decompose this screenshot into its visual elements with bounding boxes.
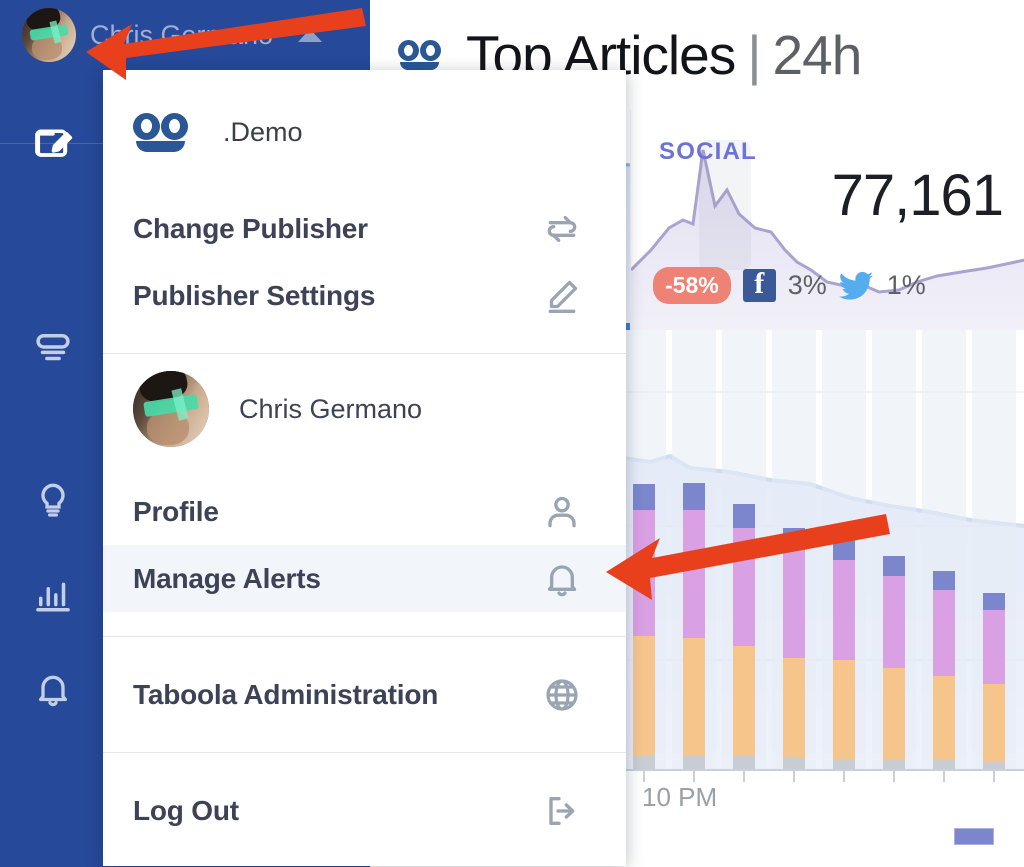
menu-brand-row: .Demo [103, 70, 626, 195]
account-dropdown-menu[interactable]: .Demo Change Publisher Publisher Setting… [103, 70, 626, 866]
sidebar-item-alerts[interactable] [0, 644, 105, 739]
x-tick-2: 10 PM [642, 782, 718, 812]
menu-item-log-out[interactable]: Log Out [103, 777, 626, 844]
menu-item-label: Manage Alerts [133, 562, 321, 594]
feed-icon [32, 327, 74, 374]
sidebar-item-insights[interactable] [0, 455, 105, 549]
taboola-logo-icon [398, 40, 444, 70]
logout-icon [542, 791, 582, 831]
menu-item-label: Change Publisher [133, 212, 368, 244]
twitter-pct-value: 1% [886, 270, 926, 300]
menu-item-publisher-settings[interactable]: Publisher Settings [103, 262, 626, 329]
social-card-value: 77,161 [831, 163, 1004, 228]
menu-item-change-publisher[interactable]: Change Publisher [103, 195, 626, 262]
sidebar-item-analytics[interactable] [0, 549, 105, 644]
sidebar-divider [0, 143, 105, 144]
avatar[interactable] [133, 371, 209, 447]
taboola-logo-icon [133, 112, 189, 153]
bar-chart-icon [32, 573, 74, 620]
sidebar-item-feed[interactable] [0, 245, 105, 455]
social-card-footer: -58% 3% 1% [653, 267, 926, 304]
sidebar-user-name: Chris Germano [90, 19, 274, 50]
time-range-label: 24h [772, 24, 863, 86]
menu-divider [103, 353, 626, 354]
social-card[interactable]: SOCIAL 77,161 -58% 3% 1% [631, 110, 1024, 330]
menu-profile-name: Chris Germano [239, 393, 423, 424]
sidebar-icon-list [0, 70, 105, 739]
social-card-label: SOCIAL [659, 138, 757, 165]
compose-icon [31, 121, 75, 170]
menu-item-manage-alerts[interactable]: Manage Alerts [103, 545, 626, 612]
facebook-pct-value: 3% [787, 270, 827, 300]
menu-item-label: Taboola Administration [133, 678, 439, 710]
menu-item-label: Profile [133, 495, 219, 527]
avatar[interactable] [22, 8, 76, 62]
menu-divider [103, 636, 626, 637]
menu-item-label: Log Out [133, 794, 239, 826]
chevron-up-icon[interactable] [298, 28, 322, 42]
social-delta-badge: -58% [653, 267, 731, 304]
bell-icon [542, 559, 582, 599]
title-separator: | [747, 24, 761, 86]
menu-profile-row[interactable]: Chris Germano [103, 354, 626, 464]
pencil-edit-icon [542, 276, 582, 316]
menu-divider [103, 752, 626, 753]
menu-item-taboola-administration[interactable]: Taboola Administration [103, 661, 626, 728]
bell-icon [33, 669, 73, 714]
chart-legend-swatch[interactable] [954, 828, 994, 845]
swap-arrows-icon [542, 209, 582, 249]
menu-item-label: Publisher Settings [133, 279, 376, 311]
facebook-icon [742, 267, 776, 302]
lightbulb-icon [33, 480, 73, 525]
person-icon [542, 492, 582, 532]
globe-icon [542, 675, 582, 715]
social-card-hover-strip [699, 140, 751, 270]
menu-item-profile[interactable]: Profile [103, 478, 626, 545]
sidebar-item-compose[interactable] [0, 70, 105, 220]
sidebar-user-bar[interactable]: Chris Germano [0, 0, 370, 70]
publisher-name: .Demo [223, 117, 303, 147]
twitter-icon [838, 271, 875, 301]
